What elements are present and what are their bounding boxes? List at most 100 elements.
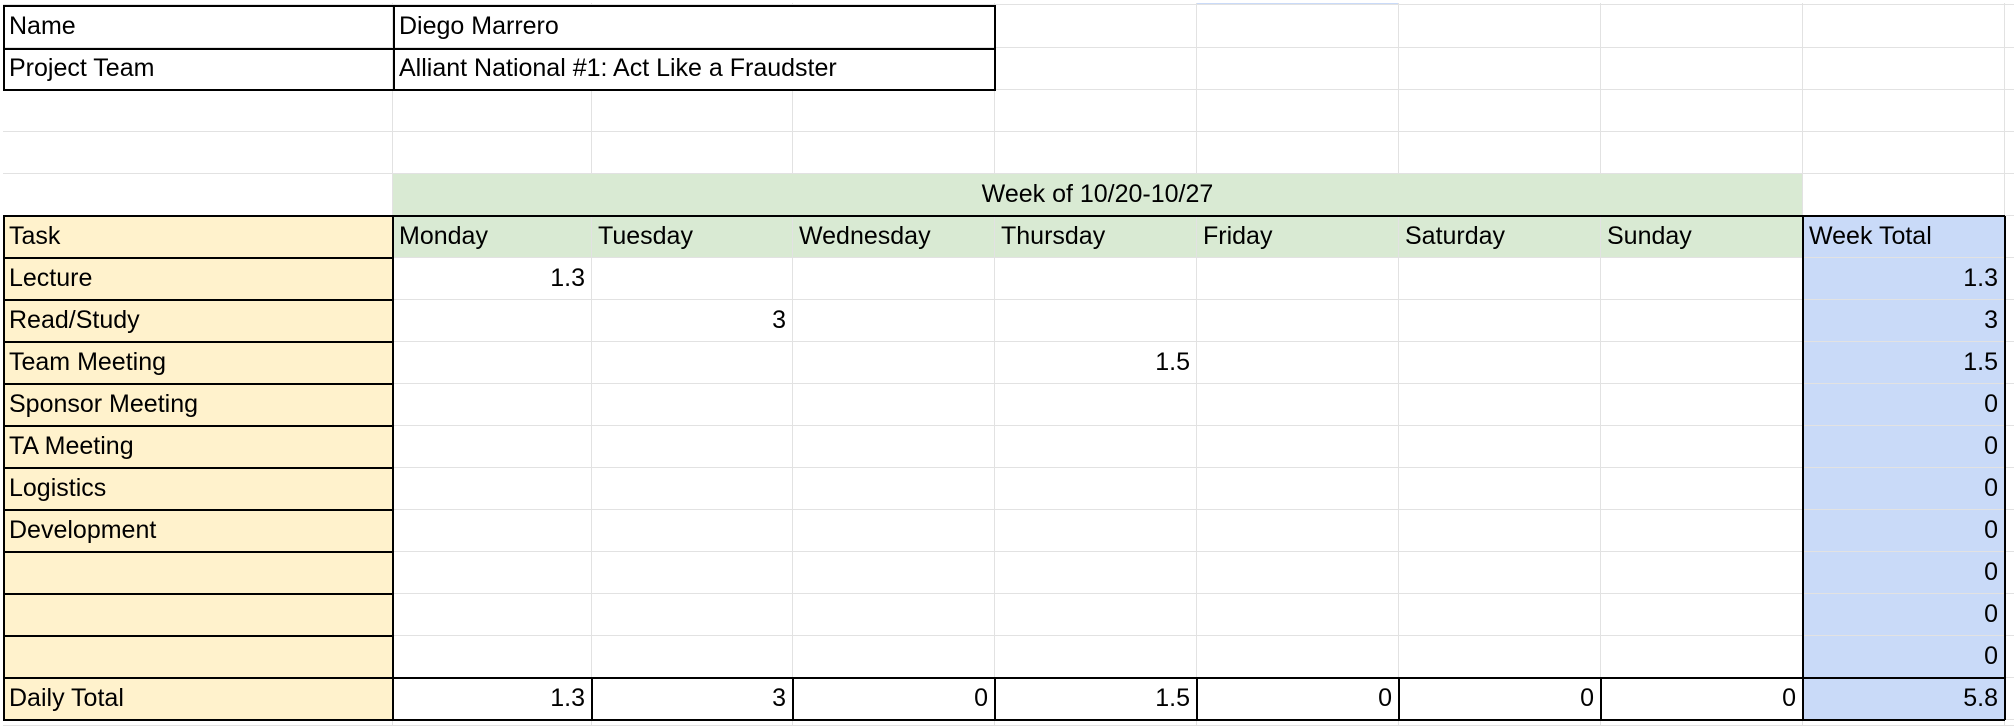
hours-cell[interactable] — [1601, 258, 1803, 300]
grid-cell[interactable] — [3, 90, 393, 132]
hours-cell[interactable] — [793, 510, 995, 552]
week-total-cell[interactable]: 0 — [1803, 594, 2005, 636]
tuesday-column-header[interactable]: Tuesday — [592, 216, 793, 258]
hours-cell[interactable] — [995, 426, 1197, 468]
week-total-cell[interactable]: 1.5 — [1803, 342, 2005, 384]
hours-cell[interactable] — [1601, 594, 1803, 636]
grid-cell[interactable] — [1803, 5, 2005, 48]
grid-cell[interactable] — [2005, 90, 2014, 132]
task-name-cell[interactable]: Logistics — [3, 468, 393, 510]
hours-cell[interactable] — [1399, 552, 1601, 594]
hours-cell[interactable] — [793, 594, 995, 636]
hours-cell[interactable] — [1399, 258, 1601, 300]
hours-cell[interactable] — [793, 468, 995, 510]
grid-cell[interactable] — [1803, 3, 2005, 5]
grid-cell[interactable] — [2005, 426, 2014, 468]
hours-cell[interactable] — [393, 342, 592, 384]
hours-cell[interactable] — [393, 636, 592, 678]
grid-cell[interactable] — [995, 3, 1197, 5]
project-team-label[interactable]: Project Team — [3, 48, 393, 90]
hours-cell[interactable] — [393, 300, 592, 342]
hours-cell[interactable] — [1601, 300, 1803, 342]
hours-cell[interactable]: 1.5 — [995, 342, 1197, 384]
task-column-header[interactable]: Task — [3, 216, 393, 258]
hours-cell[interactable] — [793, 384, 995, 426]
hours-cell[interactable] — [592, 552, 793, 594]
hours-cell[interactable] — [1601, 510, 1803, 552]
monday-column-header[interactable]: Monday — [393, 216, 592, 258]
week-total-cell[interactable]: 0 — [1803, 426, 2005, 468]
grid-cell[interactable] — [1803, 48, 2005, 90]
grid-cell[interactable] — [1399, 90, 1601, 132]
daily-total-cell[interactable]: 0 — [1601, 678, 1803, 720]
grid-cell[interactable] — [995, 90, 1197, 132]
week-total-column-header[interactable]: Week Total — [1803, 216, 2005, 258]
daily-total-cell[interactable]: 1.5 — [995, 678, 1197, 720]
grid-cell[interactable] — [2005, 678, 2014, 720]
saturday-column-header[interactable]: Saturday — [1399, 216, 1601, 258]
selected-cell[interactable] — [1197, 3, 1399, 5]
name-label[interactable]: Name — [3, 5, 393, 48]
hours-cell[interactable] — [995, 594, 1197, 636]
hours-cell[interactable] — [793, 552, 995, 594]
task-name-cell[interactable]: Lecture — [3, 258, 393, 300]
task-name-cell[interactable] — [3, 636, 393, 678]
grid-cell[interactable] — [2005, 258, 2014, 300]
hours-cell[interactable] — [393, 552, 592, 594]
grid-cell[interactable] — [2005, 510, 2014, 552]
hours-cell[interactable] — [1601, 468, 1803, 510]
name-value[interactable]: Diego Marrero — [393, 5, 995, 48]
grand-total-cell[interactable]: 5.8 — [1803, 678, 2005, 720]
grid-cell[interactable] — [592, 3, 793, 5]
daily-total-cell[interactable]: 0 — [793, 678, 995, 720]
hours-cell[interactable] — [1197, 426, 1399, 468]
wednesday-column-header[interactable]: Wednesday — [793, 216, 995, 258]
hours-cell[interactable] — [1601, 636, 1803, 678]
hours-cell[interactable] — [592, 258, 793, 300]
hours-cell[interactable] — [1197, 258, 1399, 300]
hours-cell[interactable] — [393, 594, 592, 636]
grid-cell[interactable] — [1399, 5, 1601, 48]
grid-cell[interactable] — [1803, 174, 2005, 216]
hours-cell[interactable] — [995, 468, 1197, 510]
grid-cell[interactable] — [592, 132, 793, 174]
hours-cell[interactable] — [393, 510, 592, 552]
hours-cell[interactable]: 1.3 — [393, 258, 592, 300]
grid-cell[interactable] — [1399, 3, 1601, 5]
grid-cell[interactable] — [793, 90, 995, 132]
grid-cell[interactable] — [1197, 5, 1399, 48]
grid-cell[interactable] — [3, 174, 393, 216]
week-total-cell[interactable]: 0 — [1803, 384, 2005, 426]
hours-cell[interactable] — [1601, 552, 1803, 594]
hours-cell[interactable] — [592, 594, 793, 636]
hours-cell[interactable] — [393, 468, 592, 510]
grid-cell[interactable] — [2005, 552, 2014, 594]
hours-cell[interactable] — [1399, 342, 1601, 384]
daily-total-cell[interactable]: 0 — [1197, 678, 1399, 720]
hours-cell[interactable] — [1399, 510, 1601, 552]
week-total-cell[interactable]: 1.3 — [1803, 258, 2005, 300]
hours-cell[interactable] — [1399, 300, 1601, 342]
hours-cell[interactable] — [393, 384, 592, 426]
sunday-column-header[interactable]: Sunday — [1601, 216, 1803, 258]
hours-cell[interactable] — [995, 384, 1197, 426]
hours-cell[interactable] — [793, 300, 995, 342]
daily-total-cell[interactable]: 1.3 — [393, 678, 592, 720]
hours-cell[interactable] — [592, 426, 793, 468]
hours-cell[interactable] — [1399, 594, 1601, 636]
hours-cell[interactable] — [793, 426, 995, 468]
daily-total-label[interactable]: Daily Total — [3, 678, 393, 720]
hours-cell[interactable] — [592, 342, 793, 384]
task-name-cell[interactable] — [3, 552, 393, 594]
hours-cell[interactable] — [793, 258, 995, 300]
grid-cell[interactable] — [2005, 174, 2014, 216]
hours-cell[interactable] — [1601, 384, 1803, 426]
task-name-cell[interactable]: Sponsor Meeting — [3, 384, 393, 426]
week-total-cell[interactable]: 0 — [1803, 468, 2005, 510]
hours-cell[interactable] — [1601, 342, 1803, 384]
grid-cell[interactable] — [1197, 48, 1399, 90]
hours-cell[interactable] — [1197, 300, 1399, 342]
grid-cell[interactable] — [2005, 5, 2014, 48]
hours-cell[interactable] — [995, 636, 1197, 678]
